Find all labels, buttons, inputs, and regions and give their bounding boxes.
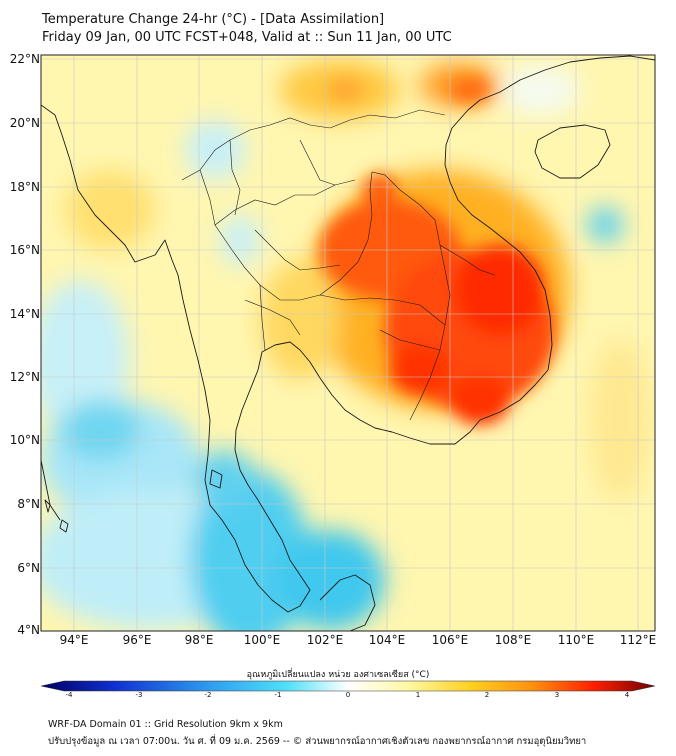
map-subtitle: Friday 09 Jan, 00 UTC FCST+048, Valid at… [42,30,452,45]
lon-label: 108°E [494,633,532,647]
colorbar [40,680,656,692]
colorbar-tick: 3 [554,691,560,699]
lat-label: 14°N [9,307,40,321]
lat-label: 22°N [9,52,40,66]
lon-label: 104°E [368,633,406,647]
lat-label: 18°N [9,180,40,194]
lat-label: 4°N [17,623,40,637]
lat-label: 16°N [9,243,40,257]
footer-model-info: WRF-DA Domain 01 :: Grid Resolution 9km … [48,719,283,730]
colorbar-tick: 2 [484,691,490,699]
temperature-field [41,55,655,631]
coastlines [41,55,655,631]
colorbar-tick: -1 [274,691,282,699]
colorbar-tick: 1 [415,691,421,699]
lon-label: 106°E [431,633,469,647]
lat-label: 6°N [17,561,40,575]
admin-borders [181,109,496,421]
colorbar-tick: -2 [204,691,212,699]
lon-label: 96°E [122,633,152,647]
lon-label: 94°E [59,633,89,647]
colorbar-title: อุณหภูมิเปลี่ยนแปลง หน่วย องศาเซลเซียส (… [246,670,430,680]
lon-label: 98°E [184,633,214,647]
graticule [41,55,655,631]
lat-label: 10°N [9,433,40,447]
lon-label: 110°E [557,633,595,647]
colorbar-tick: 4 [624,691,630,699]
map-frame [40,54,656,632]
colorbar-tick: -4 [65,691,73,699]
lat-label: 12°N [9,370,40,384]
lat-label: 8°N [17,497,40,511]
colorbar-tick: 0 [345,691,351,699]
lon-label: 102°E [306,633,344,647]
lon-label: 100°E [243,633,281,647]
map-title: Temperature Change 24-hr (°C) - [Data As… [42,12,385,27]
colorbar-tick: -3 [135,691,143,699]
footer-credit: ปรับปรุงข้อมูล ณ เวลา 07:00น. วัน ศ. ที่… [48,736,587,747]
lat-label: 20°N [9,116,40,130]
lon-label: 112°E [619,633,657,647]
